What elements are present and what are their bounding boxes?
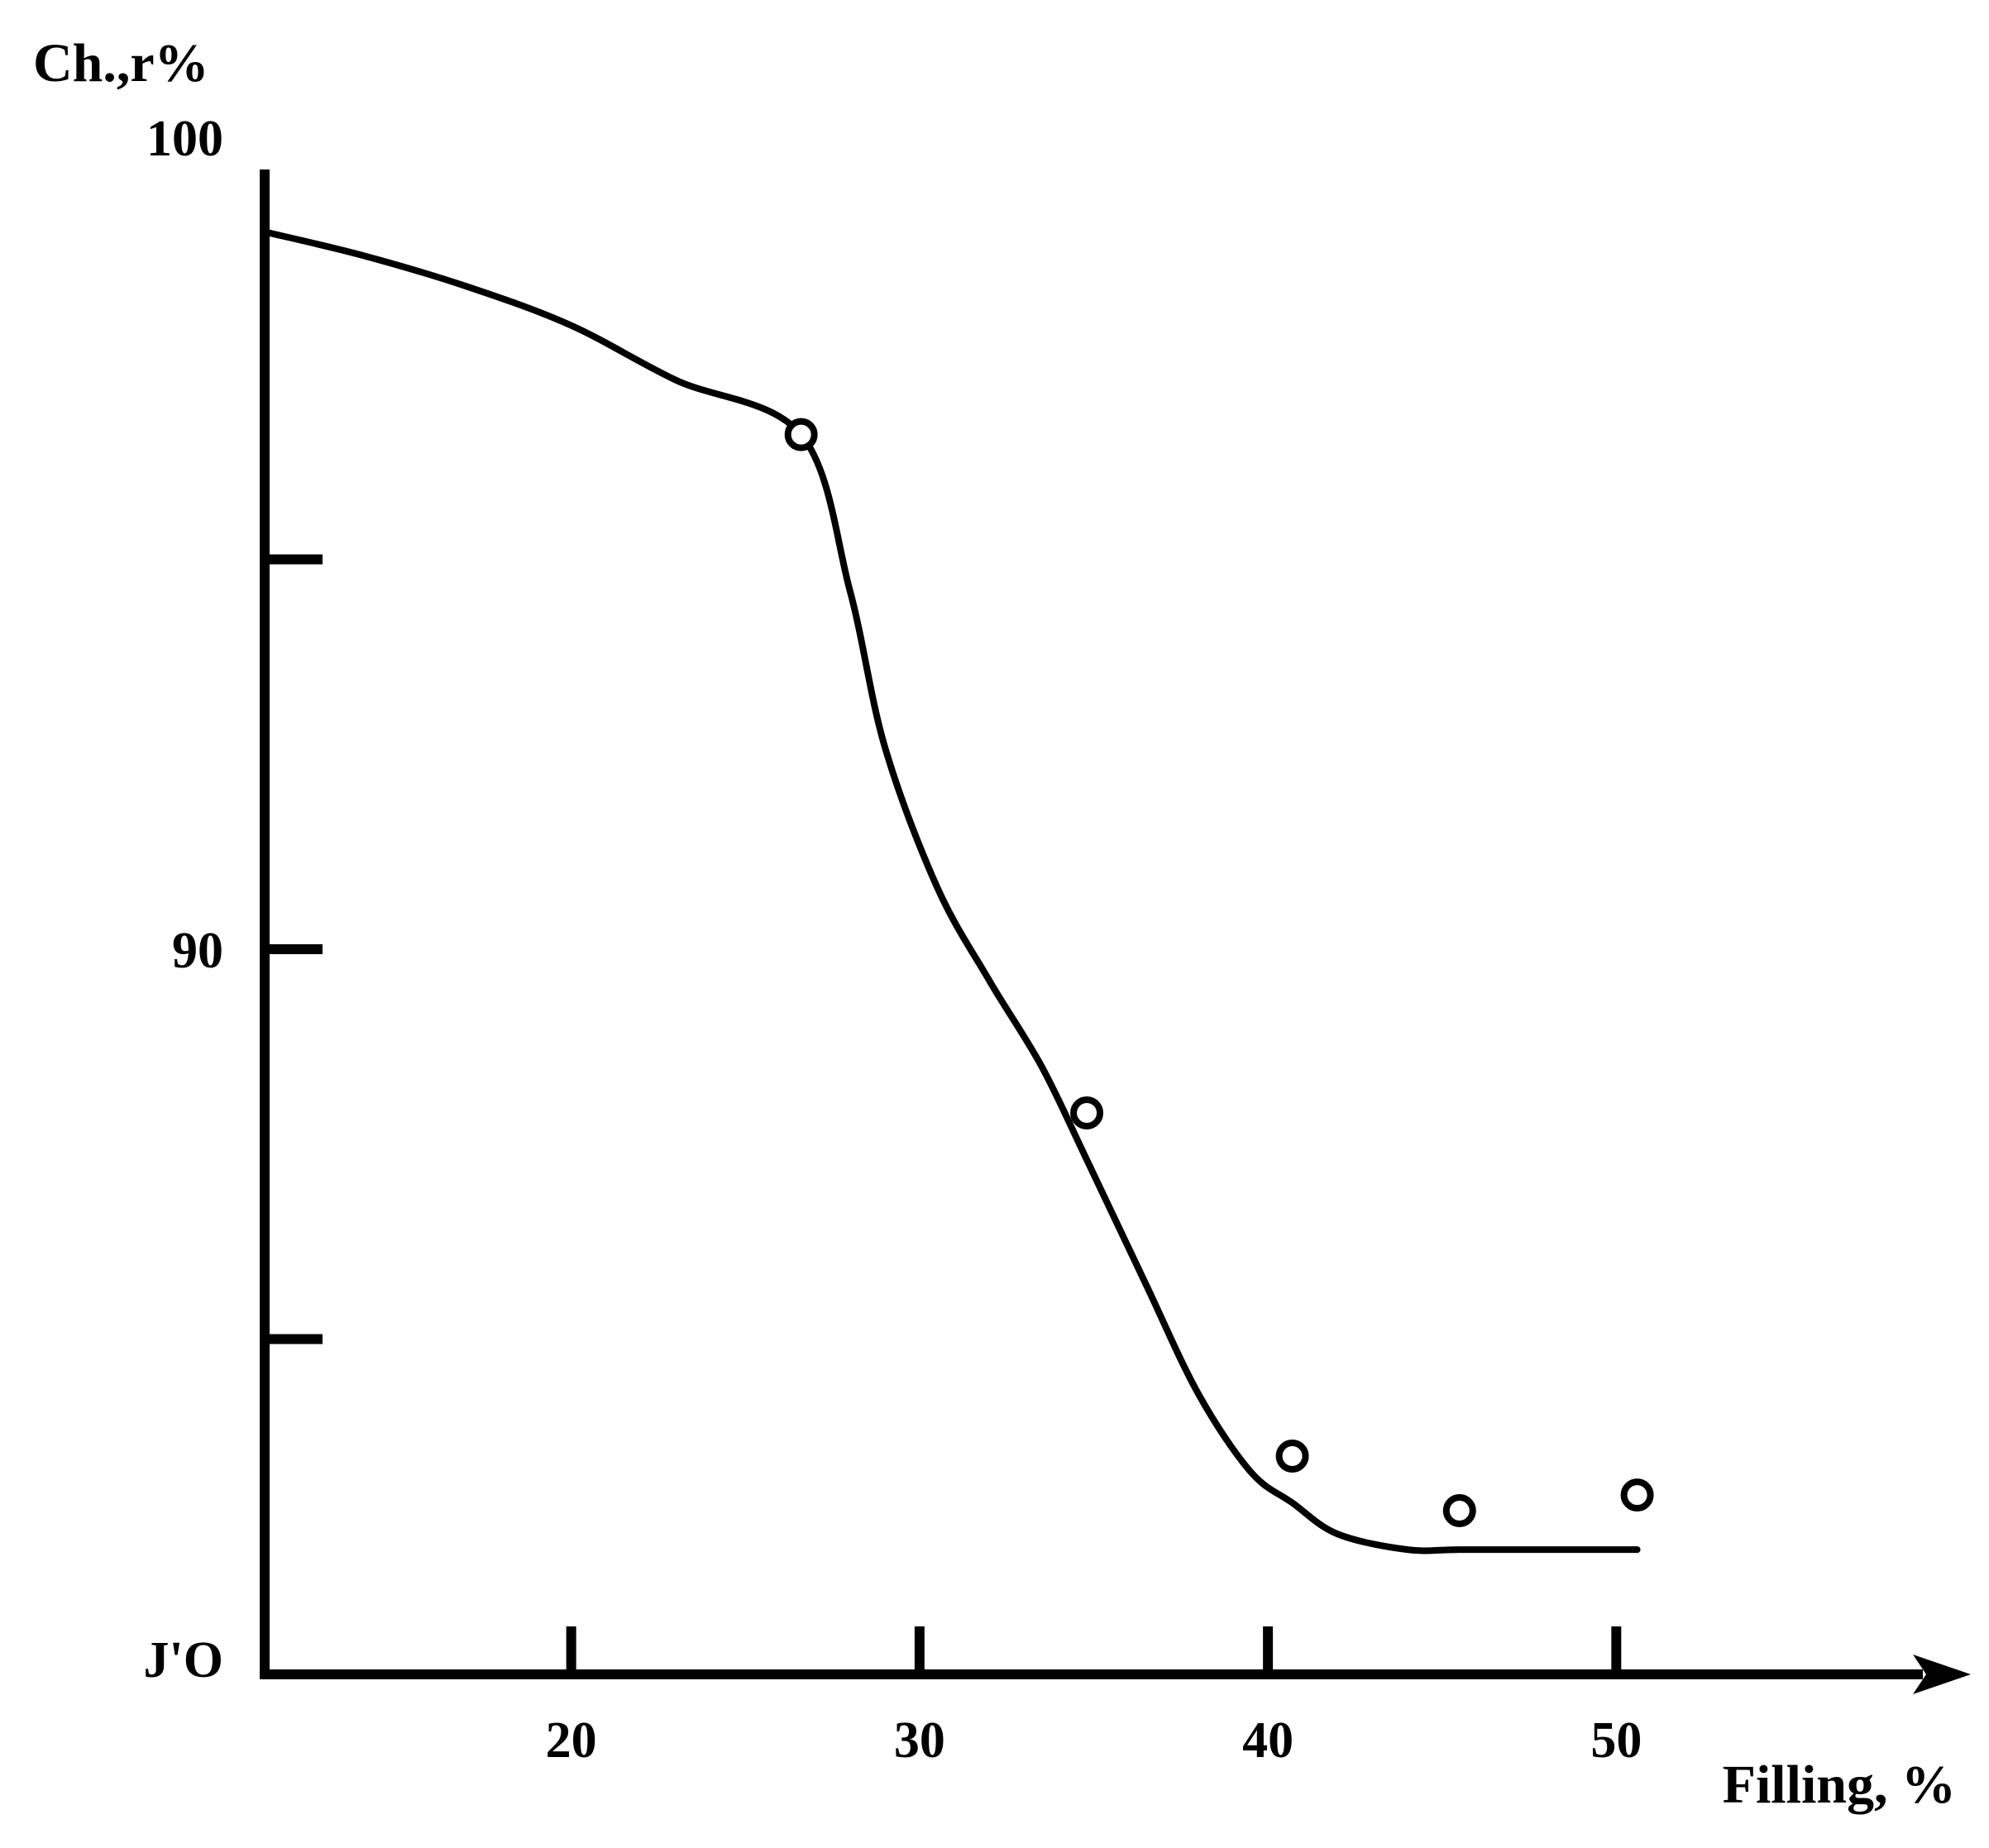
tick-labels: 20 30 40 50 100 90 J'O <box>144 111 1642 1769</box>
y-tick-label: 90 <box>172 923 223 979</box>
y-tick-label: J'O <box>144 1632 223 1688</box>
axes <box>260 170 1971 1694</box>
x-axis-arrowhead <box>1913 1655 1971 1694</box>
ticks <box>265 554 1622 1674</box>
y-tick-label: 100 <box>146 111 223 167</box>
x-axis-label: Filling, % <box>1723 1755 1956 1815</box>
x-tick-label: 20 <box>546 1712 597 1769</box>
data-point <box>1442 1493 1476 1527</box>
data-point <box>1275 1439 1309 1473</box>
data-point <box>1620 1478 1654 1512</box>
series-markers <box>784 418 1654 1527</box>
x-tick-label: 30 <box>894 1712 945 1769</box>
data-point <box>1070 1096 1104 1130</box>
x-tick-label: 40 <box>1242 1712 1293 1769</box>
data-point <box>784 418 818 451</box>
x-tick-label: 50 <box>1590 1712 1642 1769</box>
series-line <box>261 228 1641 1554</box>
y-axis-label: Ch.,r% <box>33 33 209 93</box>
